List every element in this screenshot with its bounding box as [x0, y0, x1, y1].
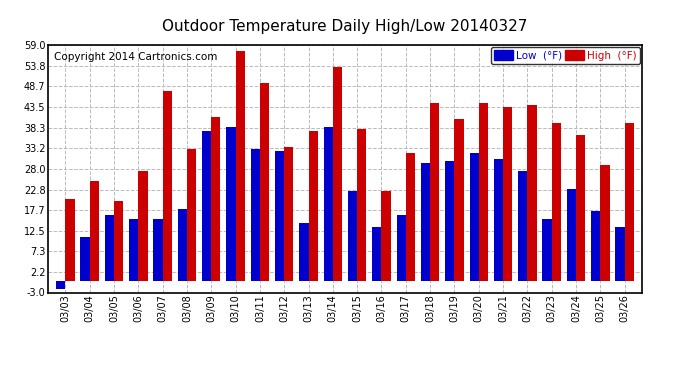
Bar [138, 171, 148, 280]
Bar [624, 123, 634, 280]
Bar [615, 226, 624, 280]
Text: Outdoor Temperature Daily High/Low 20140327: Outdoor Temperature Daily High/Low 20140… [162, 19, 528, 34]
Bar [527, 105, 537, 280]
Bar [284, 147, 293, 280]
Bar [226, 127, 235, 280]
Bar [153, 219, 163, 280]
Bar [105, 214, 114, 280]
Bar [397, 214, 406, 280]
Bar [163, 91, 172, 280]
Bar [66, 199, 75, 280]
Bar [455, 119, 464, 280]
Bar [178, 209, 187, 280]
Bar [348, 191, 357, 280]
Bar [566, 189, 576, 280]
Bar [324, 127, 333, 280]
Bar [202, 131, 211, 280]
Bar [308, 131, 318, 280]
Bar [576, 135, 585, 280]
Bar [421, 163, 430, 280]
Bar [382, 191, 391, 280]
Legend: Low  (°F), High  (°F): Low (°F), High (°F) [491, 47, 640, 64]
Bar [600, 165, 609, 280]
Bar [250, 149, 260, 280]
Bar [518, 171, 527, 280]
Bar [260, 83, 269, 280]
Bar [357, 129, 366, 280]
Bar [430, 103, 440, 280]
Bar [187, 149, 196, 280]
Bar [406, 153, 415, 280]
Bar [503, 107, 512, 280]
Bar [299, 223, 308, 280]
Bar [552, 123, 561, 280]
Bar [494, 159, 503, 280]
Bar [114, 201, 124, 280]
Bar [445, 161, 455, 280]
Bar [129, 219, 138, 280]
Bar [235, 51, 245, 280]
Bar [479, 103, 488, 280]
Bar [90, 181, 99, 280]
Bar [591, 211, 600, 280]
Bar [211, 117, 221, 280]
Bar [275, 151, 284, 280]
Bar [542, 219, 552, 280]
Bar [81, 237, 90, 280]
Text: Copyright 2014 Cartronics.com: Copyright 2014 Cartronics.com [55, 53, 217, 62]
Bar [56, 280, 66, 288]
Bar [469, 153, 479, 280]
Bar [333, 67, 342, 280]
Bar [372, 226, 382, 280]
